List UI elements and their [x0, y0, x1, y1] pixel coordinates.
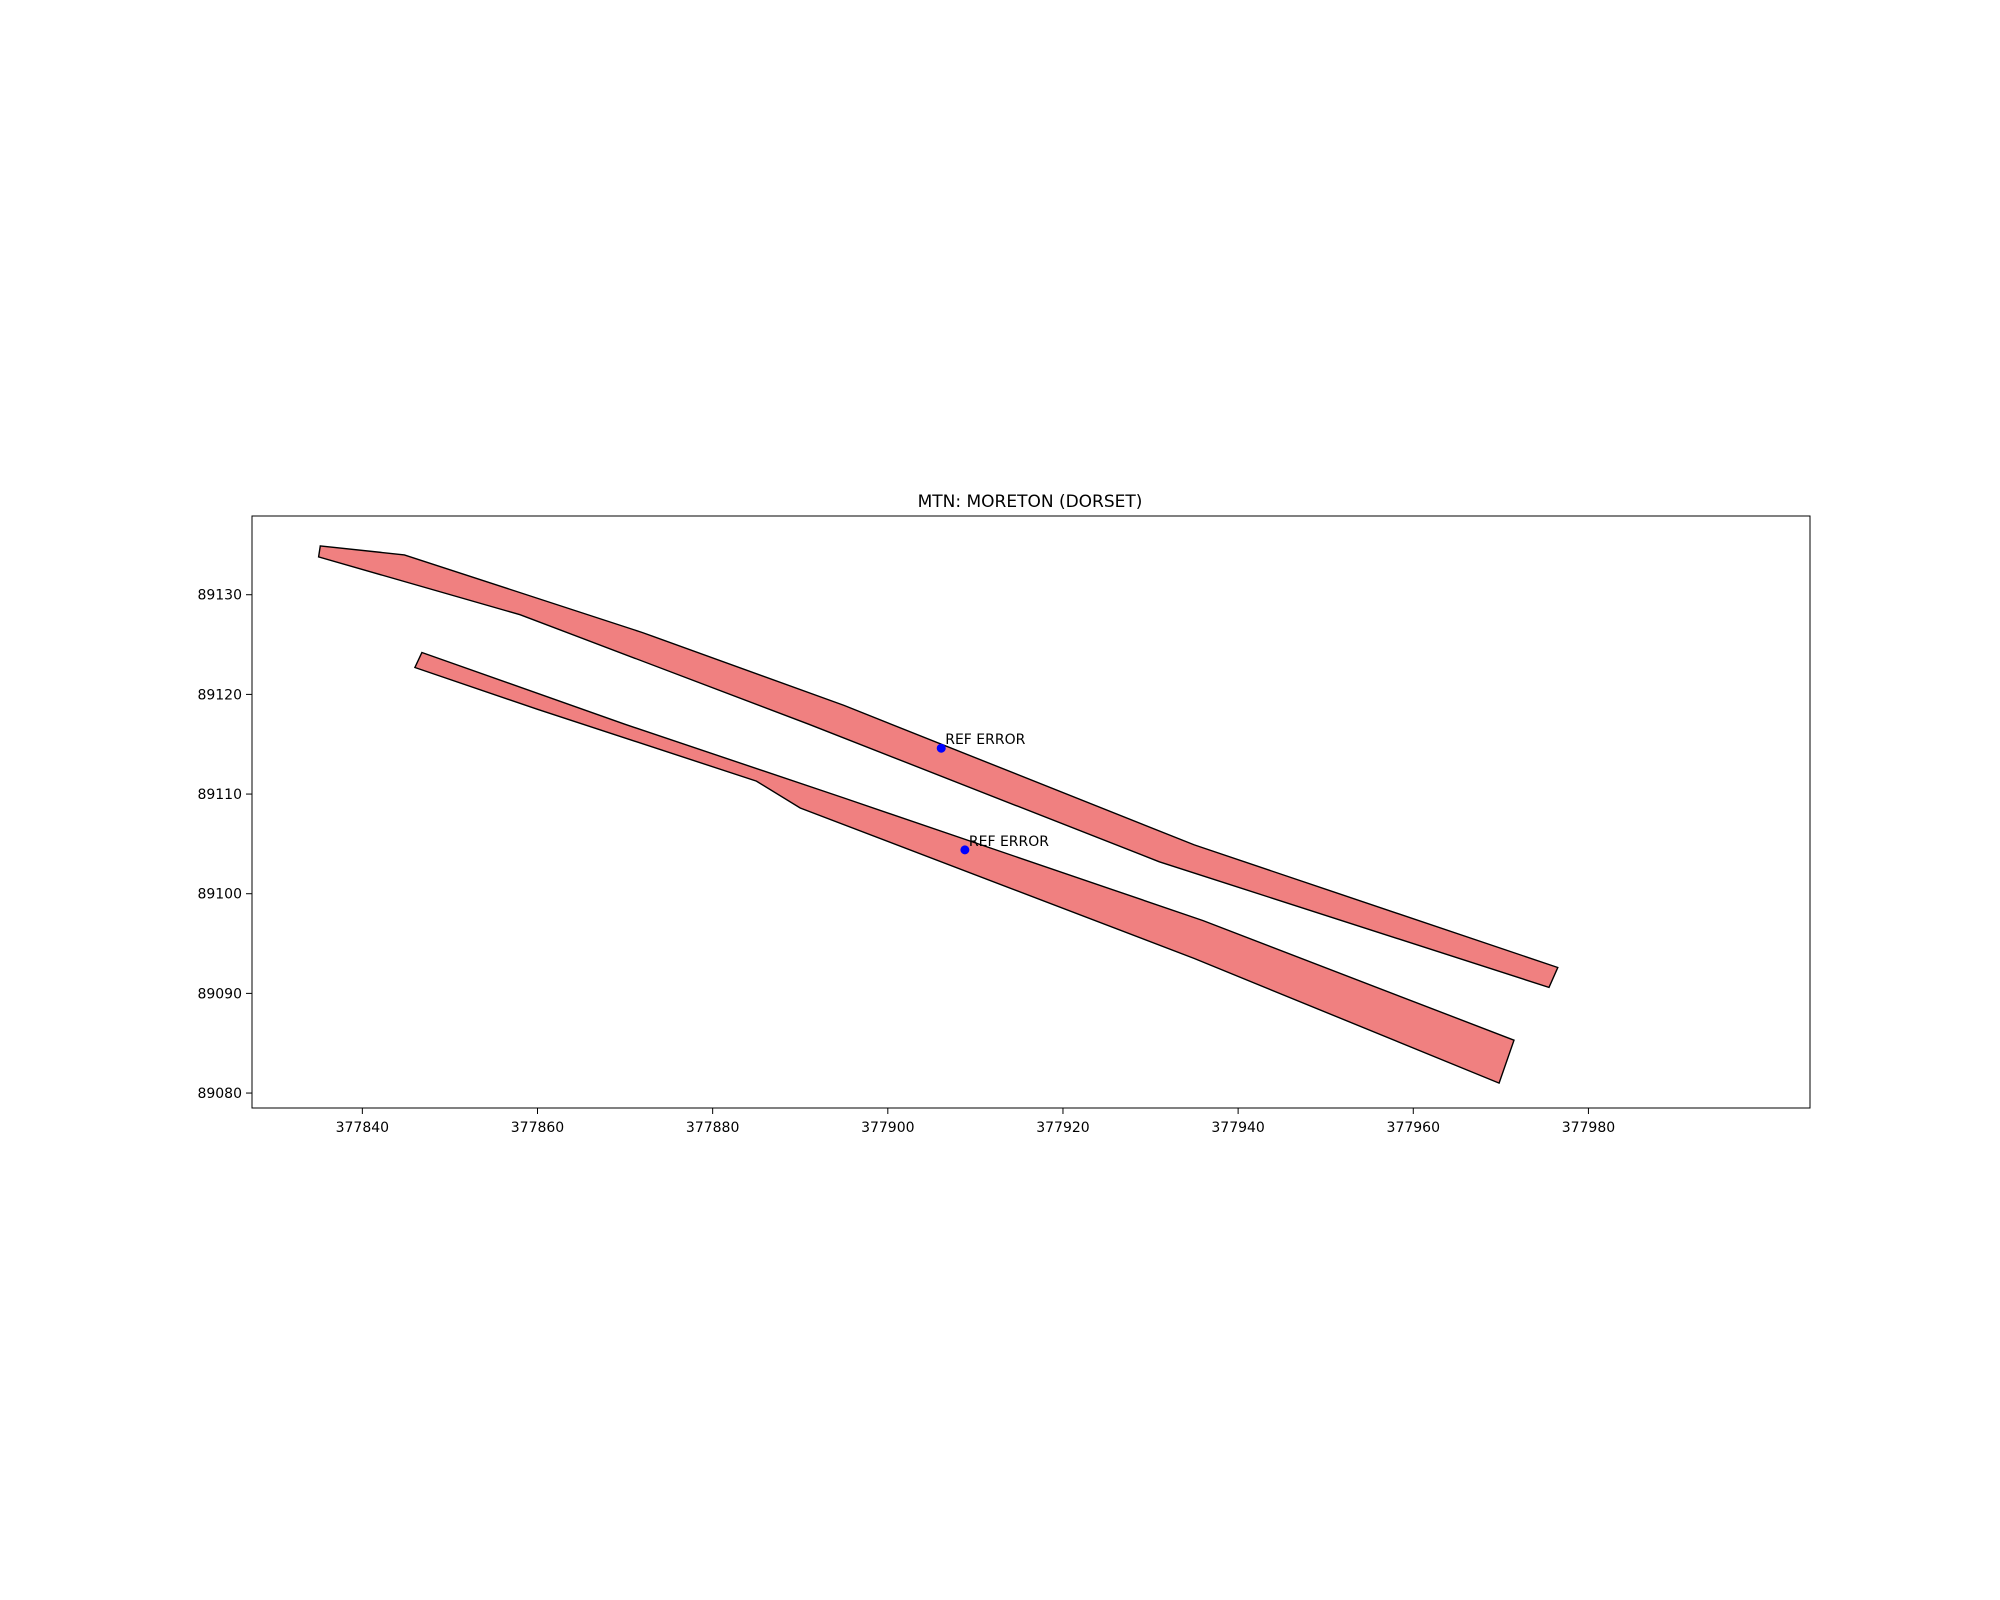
y-tick-label-1: 89080 — [197, 1086, 242, 1102]
point-label-1: REF ERROR — [945, 732, 1025, 748]
y-tick-label-2: 89090 — [197, 986, 242, 1002]
y-tick-label-3: 89100 — [197, 887, 242, 903]
point-marker-2 — [960, 845, 970, 855]
plot-frame — [251, 515, 1811, 1109]
x-tick-label-3: 377880 — [686, 1120, 739, 1136]
point-label-2: REF ERROR — [969, 834, 1049, 850]
x-tick-label-4: 377900 — [861, 1120, 914, 1136]
x-tick-label-8: 377980 — [1562, 1120, 1615, 1136]
x-tick-label-7: 377960 — [1387, 1120, 1440, 1136]
x-tick-label-1: 377840 — [336, 1120, 389, 1136]
y-tick-label-6: 89130 — [197, 588, 242, 604]
parcel-polygon-2 — [413, 651, 1515, 1085]
point-marker-1 — [936, 743, 946, 753]
y-tick-label-4: 89110 — [197, 787, 242, 803]
x-tick-label-2: 377860 — [511, 1120, 564, 1136]
polygons-layer — [317, 545, 1559, 1085]
x-axis: 377840 377860 377880 377900 377920 377940 3779… — [336, 1108, 1615, 1136]
parcel-polygon-1 — [317, 545, 1559, 989]
x-tick-label-6: 377940 — [1211, 1120, 1264, 1136]
points-layer: REF ERROR REF ERROR — [936, 732, 1049, 855]
chart-title: MTN: MORETON (DORSET) — [918, 492, 1143, 512]
y-axis: 89080 89090 89100 89110 89120 89130 — [197, 588, 252, 1102]
y-tick-label-5: 89120 — [197, 687, 242, 703]
x-tick-label-5: 377920 — [1036, 1120, 1089, 1136]
